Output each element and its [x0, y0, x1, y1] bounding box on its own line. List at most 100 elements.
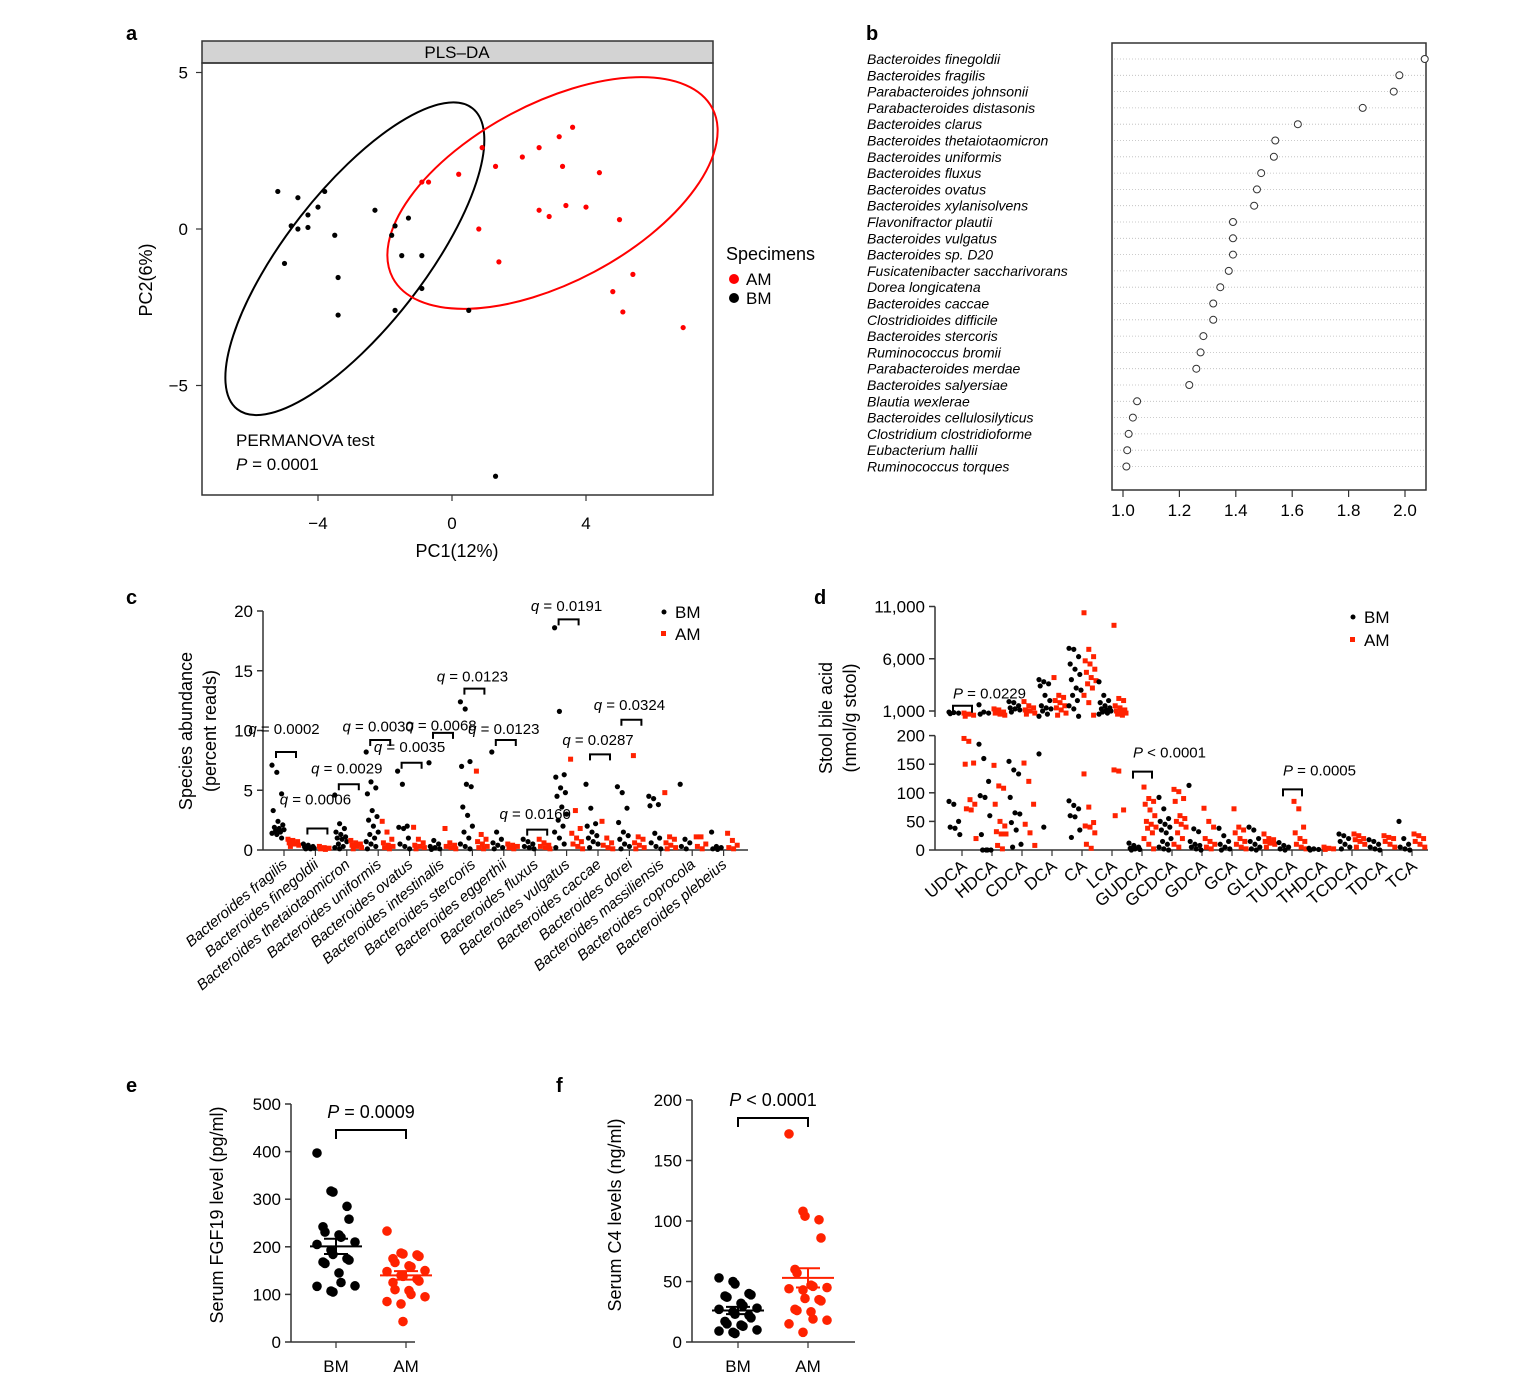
point-bm [589, 829, 595, 835]
point-bm [437, 846, 443, 852]
point-bm [622, 841, 628, 847]
point-am [1416, 833, 1422, 839]
point-am [698, 834, 704, 840]
point-am [1151, 798, 1157, 804]
point-am [483, 836, 489, 842]
point-bm [1036, 677, 1042, 683]
point-am [1412, 838, 1418, 844]
q-value-label: q = 0.0160 [500, 806, 571, 823]
point-bm [341, 825, 347, 832]
point-am [1206, 818, 1212, 824]
significance-bracket [494, 739, 517, 747]
x-tick-label: 4 [581, 514, 590, 533]
point-bm [982, 794, 988, 800]
y-tick-label: 100 [253, 1285, 281, 1304]
point-am [620, 309, 626, 315]
dot [1209, 299, 1218, 308]
species-label: Bacteroides uniformis [867, 149, 1002, 165]
point-am [1051, 675, 1057, 681]
point-bm [956, 710, 962, 716]
point-am [1027, 708, 1033, 714]
species-label: Parabacteroides distasonis [867, 100, 1035, 116]
point-bm [1164, 841, 1170, 847]
point-bm [466, 835, 472, 841]
y-tick-label: 150 [897, 755, 925, 774]
dot [1420, 55, 1429, 63]
point-bm [977, 711, 983, 717]
point-am [379, 818, 385, 824]
point-am [1296, 806, 1302, 812]
point-am [511, 846, 517, 852]
point-am [1181, 796, 1187, 802]
point-bm [1337, 838, 1343, 845]
significance-bracket [526, 828, 549, 836]
y-tick-label: 5 [179, 64, 188, 83]
significance-bracket [1282, 788, 1303, 797]
y-tick-label: 200 [897, 727, 925, 746]
point-bm [328, 1187, 338, 1197]
y-axis-label: Serum C4 levels (ng/ml) [605, 1118, 625, 1311]
point-bm [1011, 700, 1017, 706]
point-bm [1104, 710, 1110, 716]
point-bm [1066, 703, 1072, 709]
point-am [359, 845, 365, 851]
point-am [1175, 830, 1181, 836]
point-bm [334, 1268, 344, 1278]
point-am [961, 710, 967, 716]
category-label: AM [393, 1357, 419, 1376]
point-am [1052, 698, 1058, 704]
point-am [1271, 837, 1277, 843]
point-am [680, 324, 686, 331]
point-bm [560, 823, 566, 829]
point-am [353, 840, 359, 846]
point-bm [428, 846, 434, 853]
point-am [816, 1296, 826, 1306]
point-am [1061, 694, 1067, 700]
point-am [291, 841, 297, 847]
point-am [1178, 821, 1184, 827]
point-am [1201, 805, 1207, 811]
point-am [420, 1291, 430, 1302]
point-am [1303, 846, 1309, 852]
point-bm [500, 845, 506, 851]
point-bm [468, 784, 474, 790]
point-bm [1401, 835, 1407, 842]
point-am [496, 259, 502, 265]
point-bm [1071, 646, 1077, 652]
point-bm [647, 803, 653, 809]
point-bm [722, 1292, 732, 1303]
point-bm [407, 846, 413, 852]
point-bm [531, 846, 537, 852]
point-bm [372, 835, 378, 841]
point-am [506, 845, 512, 851]
point-am [998, 831, 1004, 837]
point-bm [370, 823, 376, 829]
point-am [1422, 844, 1428, 850]
point-bm [1191, 826, 1197, 832]
point-am [1352, 837, 1358, 843]
point-bm [584, 823, 590, 829]
point-am [1086, 646, 1092, 652]
point-bm [554, 793, 560, 799]
dot [1216, 283, 1225, 292]
point-bm [1018, 841, 1024, 847]
point-am [390, 1284, 400, 1295]
point-am [1002, 712, 1008, 718]
point-bm [363, 749, 369, 755]
point-bm [436, 841, 442, 847]
point-am [1236, 824, 1242, 830]
point-bm [1367, 844, 1373, 850]
point-am [415, 836, 421, 842]
point-am [546, 213, 552, 220]
point-am [1145, 825, 1151, 831]
point-bm [1282, 847, 1288, 853]
point-am [406, 1289, 416, 1300]
point-bm [1188, 844, 1194, 850]
point-am [537, 843, 543, 849]
dot [1128, 413, 1137, 422]
point-bm [1347, 844, 1353, 850]
point-am [1091, 654, 1097, 660]
dot [1122, 462, 1131, 471]
point-am [1022, 707, 1028, 713]
point-bm [1048, 706, 1054, 712]
